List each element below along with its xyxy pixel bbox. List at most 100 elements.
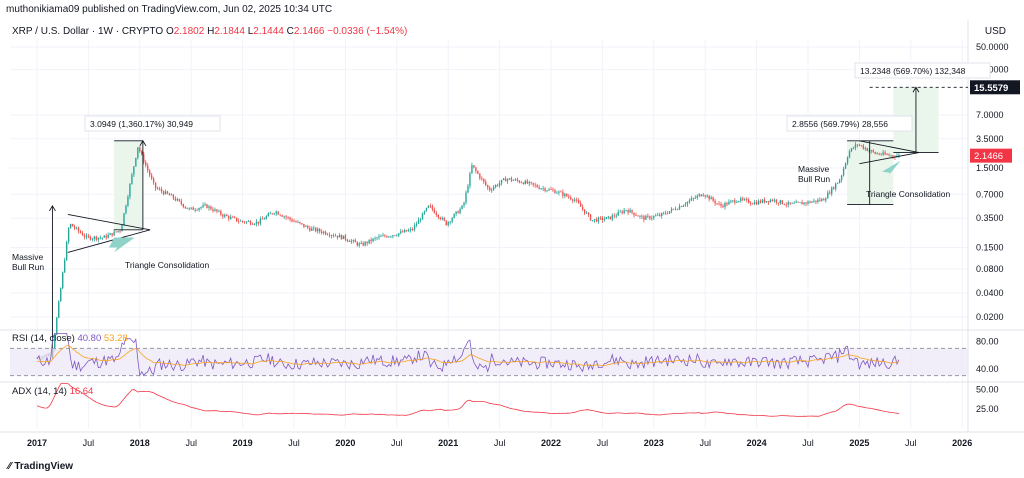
candle-body <box>63 260 66 273</box>
price-tick-label: 7.0000 <box>976 110 1004 120</box>
candle-body <box>85 235 88 237</box>
candle-body <box>520 182 523 184</box>
candle-body <box>492 187 495 190</box>
candle-body <box>398 233 400 236</box>
candle-body <box>755 202 758 205</box>
candle-body <box>512 180 515 181</box>
candle-body <box>156 188 159 190</box>
candle-body <box>599 217 602 219</box>
candle-body <box>532 182 534 185</box>
tradingview-logo[interactable]: ⁄⁄ TradingView <box>8 461 74 472</box>
candle-body <box>378 236 380 238</box>
candle-body <box>672 208 675 210</box>
candle-body <box>394 235 396 237</box>
time-tick-label: 2017 <box>27 438 47 448</box>
candle-body <box>597 217 600 222</box>
candle-body <box>350 240 353 242</box>
candle-body <box>119 231 121 232</box>
current-price-label: 2.1466 <box>974 151 1003 162</box>
candle-body <box>147 165 149 171</box>
candle-body <box>352 240 355 241</box>
candle-body <box>676 209 679 211</box>
candle-body <box>289 217 291 220</box>
close-value: 2.1466 <box>293 26 325 37</box>
candle-body <box>324 231 327 235</box>
candle-body <box>319 228 321 232</box>
candle-body <box>536 185 538 188</box>
rsi-tick-label: 80.00 <box>976 337 999 347</box>
candle-body <box>777 202 780 204</box>
candle-body <box>761 199 764 203</box>
measure-label-2024-box <box>786 115 913 132</box>
candle-body <box>372 238 374 242</box>
candle-body <box>506 179 509 182</box>
candle-body <box>206 204 208 209</box>
pointer-arrow-2017 <box>108 237 135 253</box>
candle-body <box>807 201 809 204</box>
candle-body <box>603 219 606 221</box>
candle-body <box>779 200 782 204</box>
candle-body <box>860 145 863 146</box>
candle-body <box>392 235 394 237</box>
candle-body <box>97 237 99 240</box>
candle-body <box>534 184 536 186</box>
candle-body <box>815 200 817 202</box>
candle-body <box>500 179 503 184</box>
candle-body <box>253 223 256 225</box>
candle-body <box>135 157 137 167</box>
candle-body <box>279 214 281 216</box>
candle-body <box>180 200 183 205</box>
candle-body <box>348 240 351 242</box>
price-tick-label: 0.0400 <box>976 288 1004 298</box>
candle-body <box>334 235 337 237</box>
candle-body <box>427 205 430 208</box>
candle-body <box>799 202 801 203</box>
candle-body <box>524 180 526 185</box>
arrow-head <box>49 205 56 212</box>
candle-body <box>544 188 546 191</box>
candle-body <box>884 152 886 155</box>
candle-body <box>850 148 853 152</box>
candle-body <box>362 243 364 246</box>
candle-body <box>510 178 513 181</box>
change-value: −0.0336 (−1.54%) <box>327 26 408 37</box>
candle-body <box>368 239 370 244</box>
candle-body <box>572 199 574 201</box>
candle-body <box>309 227 311 231</box>
candle-body <box>247 221 250 222</box>
candle-body <box>670 208 673 212</box>
candle-body <box>58 301 60 318</box>
candle-body <box>190 207 192 209</box>
candle-body <box>342 235 345 240</box>
candle-body <box>158 188 161 190</box>
candle-body <box>423 211 426 214</box>
candle-body <box>445 220 447 226</box>
candle-body <box>702 195 704 197</box>
rsi-ma-value: 53.28 <box>103 333 128 344</box>
candle-body <box>680 206 683 207</box>
candle-body <box>101 237 103 239</box>
candle-body <box>617 211 619 216</box>
candle-body <box>433 209 436 214</box>
candle-body <box>801 202 803 205</box>
candle-body <box>170 194 173 196</box>
candle-body <box>530 181 532 183</box>
candle-body <box>117 231 119 232</box>
candle-body <box>637 215 639 217</box>
candle-body <box>508 178 511 180</box>
candle-body <box>874 151 876 154</box>
triangle-upper-2017 <box>67 214 151 231</box>
candle-body <box>591 220 594 221</box>
candle-body <box>255 221 258 224</box>
candle-body <box>619 211 621 213</box>
candle-body <box>629 209 631 213</box>
price-tick-label: 26.0000 <box>976 65 1009 75</box>
candle-body <box>441 217 443 220</box>
time-tick-label: Jul <box>597 438 609 448</box>
time-tick-label: 2023 <box>644 438 664 448</box>
candle-body <box>328 234 331 236</box>
candle-body <box>498 183 501 186</box>
candle-body <box>730 200 732 202</box>
candle-body <box>728 201 730 205</box>
